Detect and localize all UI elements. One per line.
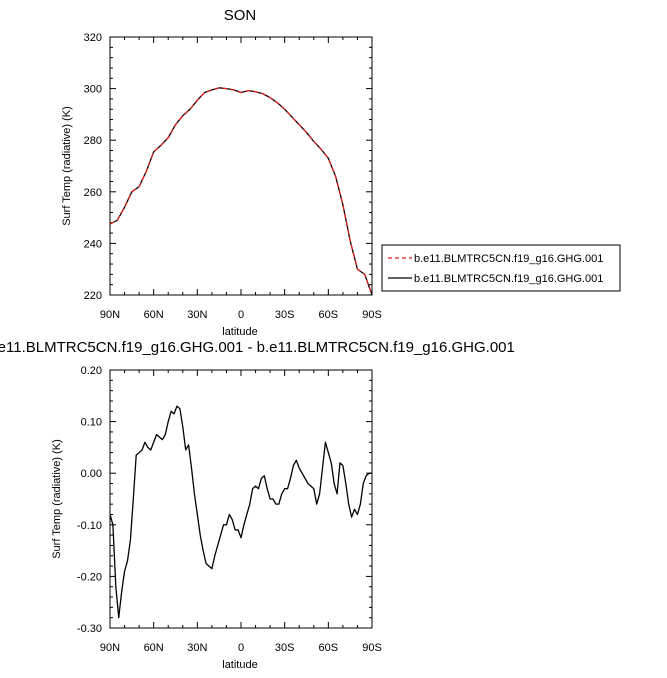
legend-box xyxy=(381,244,621,292)
top-x-tick-label: 0 xyxy=(238,309,244,321)
top-y-tick-label: 280 xyxy=(84,135,102,147)
bottom-chart-panel: b.e11.BLMTRC5CN.f19_g16.GHG.001 - b.e11.… xyxy=(0,339,515,671)
top-chart-frame xyxy=(109,36,373,296)
top-y-tick-label: 220 xyxy=(84,290,102,302)
bottom-x-tick-label: 60S xyxy=(319,642,339,654)
legend: b.e11.BLMTRC5CN.f19_g16.GHG.001 b.e11.BL… xyxy=(381,244,621,292)
bottom-x-tick-label: 60N xyxy=(144,642,164,654)
bottom-x-tick-label: 0 xyxy=(238,642,244,654)
top-x-tick-label: 30N xyxy=(187,309,207,321)
bottom-y-tick-label: -0.30 xyxy=(77,623,102,635)
top-x-tick-label: 90S xyxy=(362,309,382,321)
top-chart-panel: SON 90N 60N 30N 0 30S 60S 90S 220 240 260 280 300 32… xyxy=(61,7,382,338)
top-chart-title: SON xyxy=(224,7,257,24)
legend-label-2: b.e11.BLMTRC5CN.f19_g16.GHG.001 xyxy=(414,273,603,285)
bottom-x-tick-label: 90S xyxy=(362,642,382,654)
legend-label-1: b.e11.BLMTRC5CN.f19_g16.GHG.001 xyxy=(414,253,603,265)
top-x-tick-label: 60S xyxy=(319,309,339,321)
bottom-x-tick-label: 90N xyxy=(100,642,120,654)
top-y-tick-label: 300 xyxy=(84,84,102,96)
bottom-y-tick-label: 0.00 xyxy=(81,468,102,480)
top-y-axis-label: Surf Temp (radiative) (K) xyxy=(61,106,73,226)
top-x-tick-label: 30S xyxy=(275,309,295,321)
bottom-chart-frame xyxy=(109,369,373,629)
bottom-y-tick-label: 0.20 xyxy=(81,365,102,377)
bottom-y-tick-label: 0.10 xyxy=(81,417,102,429)
top-y-tick-label: 320 xyxy=(84,32,102,44)
bottom-x-tick-label: 30S xyxy=(275,642,295,654)
bottom-series-line-solid xyxy=(109,405,372,619)
bottom-y-axis-label: Surf Temp (radiative) (K) xyxy=(51,439,63,559)
bottom-y-tick-label: -0.10 xyxy=(77,520,102,532)
bottom-x-axis-label: latitude xyxy=(222,659,257,671)
top-x-tick-label: 60N xyxy=(144,309,164,321)
top-series-line-solid xyxy=(109,87,373,296)
top-series-line-dashed xyxy=(109,87,373,296)
top-y-tick-label: 260 xyxy=(84,187,102,199)
bottom-chart-title: b.e11.BLMTRC5CN.f19_g16.GHG.001 - b.e11.… xyxy=(0,339,515,356)
top-x-axis-label: latitude xyxy=(222,326,257,338)
top-x-tick-label: 90N xyxy=(100,309,120,321)
bottom-x-tick-label: 30N xyxy=(187,642,207,654)
bottom-y-tick-label: -0.20 xyxy=(77,571,102,583)
top-y-tick-label: 240 xyxy=(84,238,102,250)
